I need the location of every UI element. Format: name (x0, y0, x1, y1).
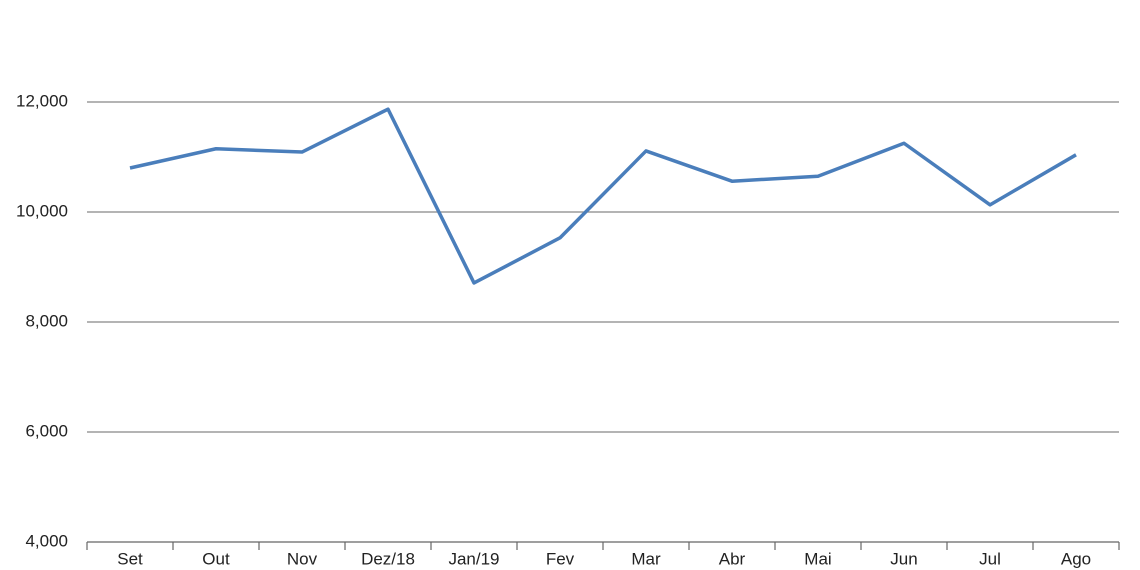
x-tick-label: Fev (546, 549, 575, 568)
x-tick-label: Mai (804, 549, 831, 568)
x-tick-label: Dez/18 (361, 549, 415, 568)
x-tick-label: Jun (890, 549, 917, 568)
x-tick-label: Set (117, 549, 143, 568)
y-tick-label: 8,000 (25, 311, 68, 330)
x-tick-label: Nov (287, 549, 318, 568)
y-tick-label: 10,000 (16, 201, 68, 220)
y-tick-label: 12,000 (16, 91, 68, 110)
x-tick-label: Ago (1061, 549, 1091, 568)
x-tick-label: Jul (979, 549, 1001, 568)
x-tick-label: Abr (719, 549, 746, 568)
y-tick-label: 4,000 (25, 531, 68, 550)
x-tick-label: Out (202, 549, 230, 568)
x-tick-label: Mar (631, 549, 661, 568)
x-tick-label: Jan/19 (448, 549, 499, 568)
y-tick-label: 6,000 (25, 421, 68, 440)
line (129, 107, 1077, 285)
